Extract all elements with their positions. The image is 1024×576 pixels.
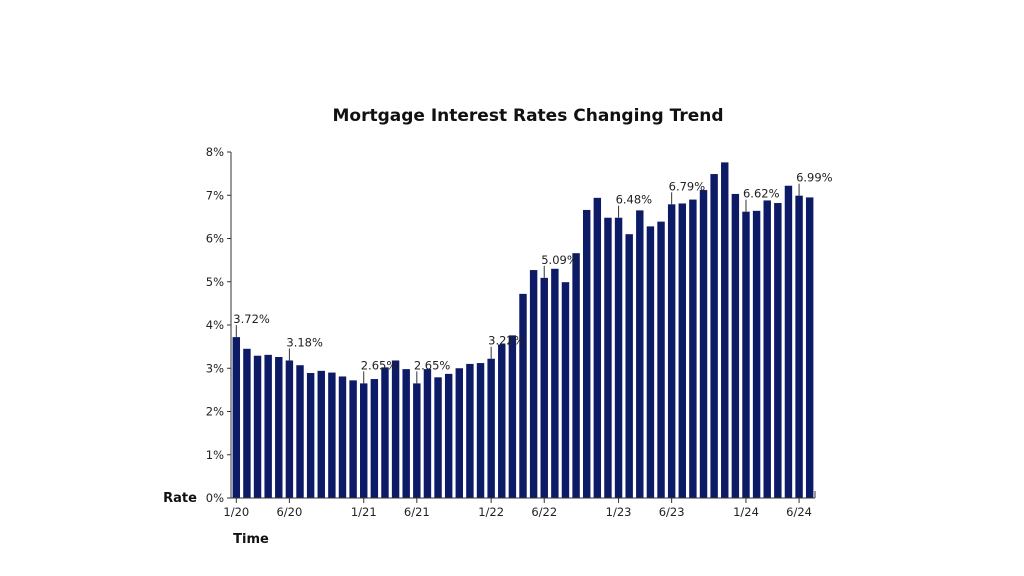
- bar: [508, 335, 517, 498]
- bar: [296, 365, 304, 498]
- y-tick-label: 7%: [206, 188, 224, 202]
- bar: [572, 253, 580, 498]
- bar: [338, 376, 347, 498]
- x-tick-label: 6/22: [531, 505, 557, 519]
- x-tick-label: 1/20: [223, 505, 249, 519]
- bar: [519, 293, 527, 498]
- bar: [434, 377, 442, 498]
- bar: [636, 210, 644, 498]
- x-tick-label: 1/24: [733, 505, 759, 519]
- data-label: 6.48%: [616, 193, 653, 207]
- bar: [582, 209, 591, 498]
- bar: [604, 217, 612, 499]
- bar: [264, 354, 272, 498]
- bar: [275, 357, 283, 498]
- bar: [784, 185, 793, 499]
- data-label: 6.79%: [669, 179, 706, 193]
- x-tick-label: 6/24: [786, 505, 812, 519]
- bar: [774, 203, 782, 498]
- bar: [487, 358, 495, 498]
- bar: [551, 268, 559, 498]
- bar: [360, 383, 368, 498]
- bar: [742, 211, 750, 498]
- bar: [625, 234, 633, 498]
- x-axis: 1/20 6/20 1/21 6/21 1/22 6/22 1/23 6/23 1/24 6/24: [223, 491, 816, 519]
- bar: [444, 373, 453, 498]
- y-tick-label: 1%: [206, 448, 224, 462]
- bar: [795, 195, 803, 498]
- bar: [466, 363, 474, 498]
- bar: [540, 277, 548, 498]
- bar: [667, 204, 676, 498]
- bar: [391, 360, 400, 498]
- data-label: 3.22%: [488, 334, 525, 348]
- bar: [689, 199, 697, 498]
- y-axis: 0% 1% 2% 3% 4% 5% 6% 7% 8%: [206, 145, 232, 505]
- chart-title: Mortgage Interest Rates Changing Trend: [332, 106, 723, 126]
- bar: [529, 270, 538, 498]
- y-tick-label: 5%: [206, 275, 224, 289]
- x-tick-label: 1/21: [351, 505, 377, 519]
- bar: [593, 197, 602, 498]
- data-label: 3.18%: [286, 335, 323, 349]
- y-tick-label: 4%: [206, 318, 224, 332]
- y-tick-label: 3%: [206, 361, 224, 375]
- bar: [306, 373, 315, 498]
- bar: [731, 193, 740, 498]
- bar: [232, 337, 241, 498]
- y-tick-label: 0%: [206, 491, 224, 505]
- x-axis-title: Time: [233, 532, 269, 547]
- bar: [413, 383, 421, 498]
- x-tick-label: 1/23: [606, 505, 632, 519]
- data-label: 6.62%: [743, 187, 780, 201]
- bar: [561, 282, 570, 498]
- annotations: 3.72% 3.18% 2.65% 2.65% 3.22% 5.09% 6.48% 6.79%…: [233, 171, 833, 384]
- x-tick-label: 6/21: [404, 505, 430, 519]
- bar: [752, 210, 761, 498]
- bar: [455, 368, 463, 498]
- data-label: 2.65%: [414, 358, 451, 372]
- y-tick-label: 2%: [206, 405, 224, 419]
- y-tick-label: 6%: [206, 232, 224, 246]
- x-tick-label: 6/23: [659, 505, 685, 519]
- bar: [498, 344, 506, 498]
- bar: [710, 174, 718, 498]
- bar: [243, 348, 251, 498]
- bar: [253, 355, 262, 498]
- data-label: 6.99%: [796, 171, 833, 185]
- bar: [646, 226, 655, 498]
- bar: [657, 221, 665, 498]
- bar: [614, 217, 623, 499]
- bar: [805, 197, 814, 498]
- x-tick-label: 6/20: [276, 505, 302, 519]
- bar: [721, 162, 729, 498]
- data-label: 3.72%: [233, 312, 270, 326]
- bar: [402, 369, 410, 498]
- data-label: 2.65%: [361, 358, 398, 372]
- bar: [476, 363, 485, 498]
- bar: [763, 200, 771, 498]
- x-tick-label: 1/22: [478, 505, 504, 519]
- data-label: 5.09%: [541, 253, 578, 267]
- bar: [381, 367, 389, 498]
- y-tick-label: 8%: [206, 145, 224, 159]
- bar: [328, 372, 336, 498]
- bars: [232, 162, 814, 499]
- bar: [678, 203, 686, 498]
- bar: [317, 370, 325, 498]
- bar: [349, 380, 357, 498]
- y-axis-title: Rate: [163, 491, 197, 506]
- bar: [423, 369, 432, 498]
- bar: [370, 379, 379, 498]
- bar: [285, 360, 294, 498]
- bar: [699, 190, 708, 498]
